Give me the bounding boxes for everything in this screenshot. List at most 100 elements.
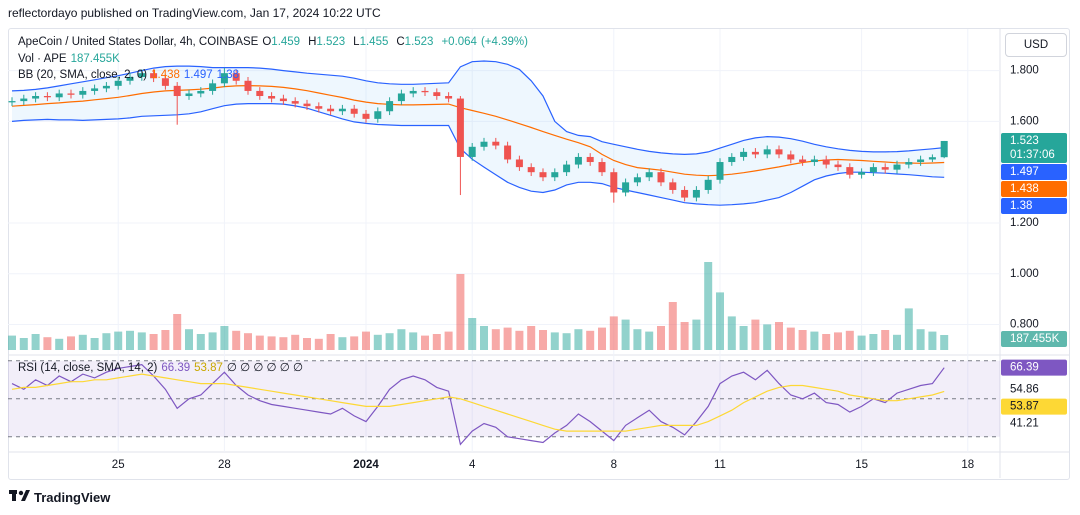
candle-body (846, 167, 854, 175)
bb-band-fill (12, 61, 945, 206)
candle-body (138, 73, 146, 77)
volume-bar (539, 330, 547, 350)
volume-bar (704, 262, 713, 350)
bb-upper-badge: 1.497 (1010, 166, 1039, 178)
candle-body (386, 101, 394, 112)
volume-bar (869, 334, 878, 350)
volume-bar (385, 333, 394, 350)
candle-body (810, 159, 818, 163)
candle-body (244, 80, 252, 91)
volume-bar (727, 316, 736, 350)
candle-body (161, 78, 169, 86)
candle-body (362, 113, 370, 119)
volume-bar (574, 329, 583, 350)
volume-bar (326, 334, 335, 350)
volume-bar (196, 334, 205, 350)
volume-bar (55, 338, 64, 350)
volume-bar (173, 314, 182, 350)
candle-body (256, 90, 264, 97)
bb-basis-badge-bg (1001, 180, 1067, 197)
volume-title: Vol · APE (18, 53, 67, 65)
candle-body (622, 182, 630, 193)
volume-bar (78, 334, 87, 350)
volume-bar (562, 333, 571, 350)
quote-key: C (396, 36, 405, 48)
volume-bar (633, 329, 642, 350)
y-tick-label: 1.000 (1010, 268, 1039, 280)
quote-value: 1.523 (316, 36, 346, 48)
volume-bar (137, 332, 146, 350)
candle-body (681, 189, 689, 198)
volume-bar (480, 326, 488, 350)
candle-body (468, 146, 476, 157)
bb-basis-badge: 1.438 (1010, 183, 1039, 195)
volume-bar (491, 329, 500, 350)
volume-bar (19, 338, 28, 350)
volume-bar (928, 331, 937, 350)
volume-bar (716, 292, 724, 350)
candle-body (574, 156, 582, 165)
candle-body (940, 140, 948, 158)
candle-body (197, 90, 205, 94)
rsi-sma-badge: 53.87 (1010, 401, 1039, 413)
candle-body (893, 164, 901, 170)
volume-bar (845, 330, 854, 350)
volume-bar (645, 331, 654, 350)
candle-body (220, 73, 228, 84)
candle-body (433, 92, 441, 97)
candle-body (858, 172, 866, 175)
quote-value: 1.523 (404, 36, 434, 48)
candle-body (751, 151, 759, 155)
quote-value: 1.455 (359, 36, 389, 48)
candle-body (268, 96, 276, 99)
candle-body (834, 164, 842, 168)
candle-body (692, 189, 700, 198)
volume-bar (244, 333, 252, 350)
candle-body (43, 96, 51, 98)
candle-body (291, 101, 299, 104)
volume-bar (208, 332, 217, 350)
volume-bar (775, 322, 783, 350)
volume-bar (609, 316, 618, 350)
rsi-value: 66.39 (161, 362, 191, 374)
volume-bar (314, 338, 323, 350)
volume-bar (67, 336, 75, 350)
x-tick-label: 8 (611, 459, 617, 471)
candle-body (504, 145, 512, 160)
volume-bar (291, 334, 300, 350)
candle-body (610, 172, 618, 193)
candle-body (563, 164, 571, 173)
bb-legend: BB (20, SMA, close, 2, 0) 1.438 1.497 1.38 (18, 69, 243, 81)
candle-body (303, 103, 311, 107)
volume-bar (279, 337, 288, 350)
candle-body (185, 93, 193, 97)
bb-value: 1.438 (151, 69, 180, 81)
candle-body (551, 172, 559, 178)
candle-body (480, 141, 488, 147)
candle-body (869, 167, 877, 173)
bb-band-line (11, 60, 945, 156)
candle-body (20, 98, 28, 102)
volume-bar (621, 319, 630, 350)
volume-bar (90, 338, 99, 350)
candle-body (740, 151, 748, 157)
candle-body (150, 73, 158, 79)
currency-button[interactable]: USD (1005, 33, 1067, 57)
candle-body (79, 90, 87, 95)
volume-bar (232, 330, 241, 350)
bb-basis-line (11, 84, 945, 177)
bb-lower-badge-bg (1001, 197, 1067, 214)
candle-body (209, 83, 217, 91)
candle-body (633, 177, 641, 183)
volume-bar (598, 327, 606, 350)
quote-key: H (308, 36, 317, 48)
candle-body (114, 80, 122, 86)
bb-band-line (11, 103, 945, 206)
rsi-tick-label: 41.21 (1010, 418, 1039, 430)
bb-lower-badge: 1.38 (1010, 200, 1032, 212)
volume-bar (680, 322, 689, 350)
volume-bar (893, 334, 901, 350)
volume-bar (8, 335, 16, 350)
quote-value: 1.459 (271, 36, 301, 48)
candle-body (409, 90, 417, 94)
